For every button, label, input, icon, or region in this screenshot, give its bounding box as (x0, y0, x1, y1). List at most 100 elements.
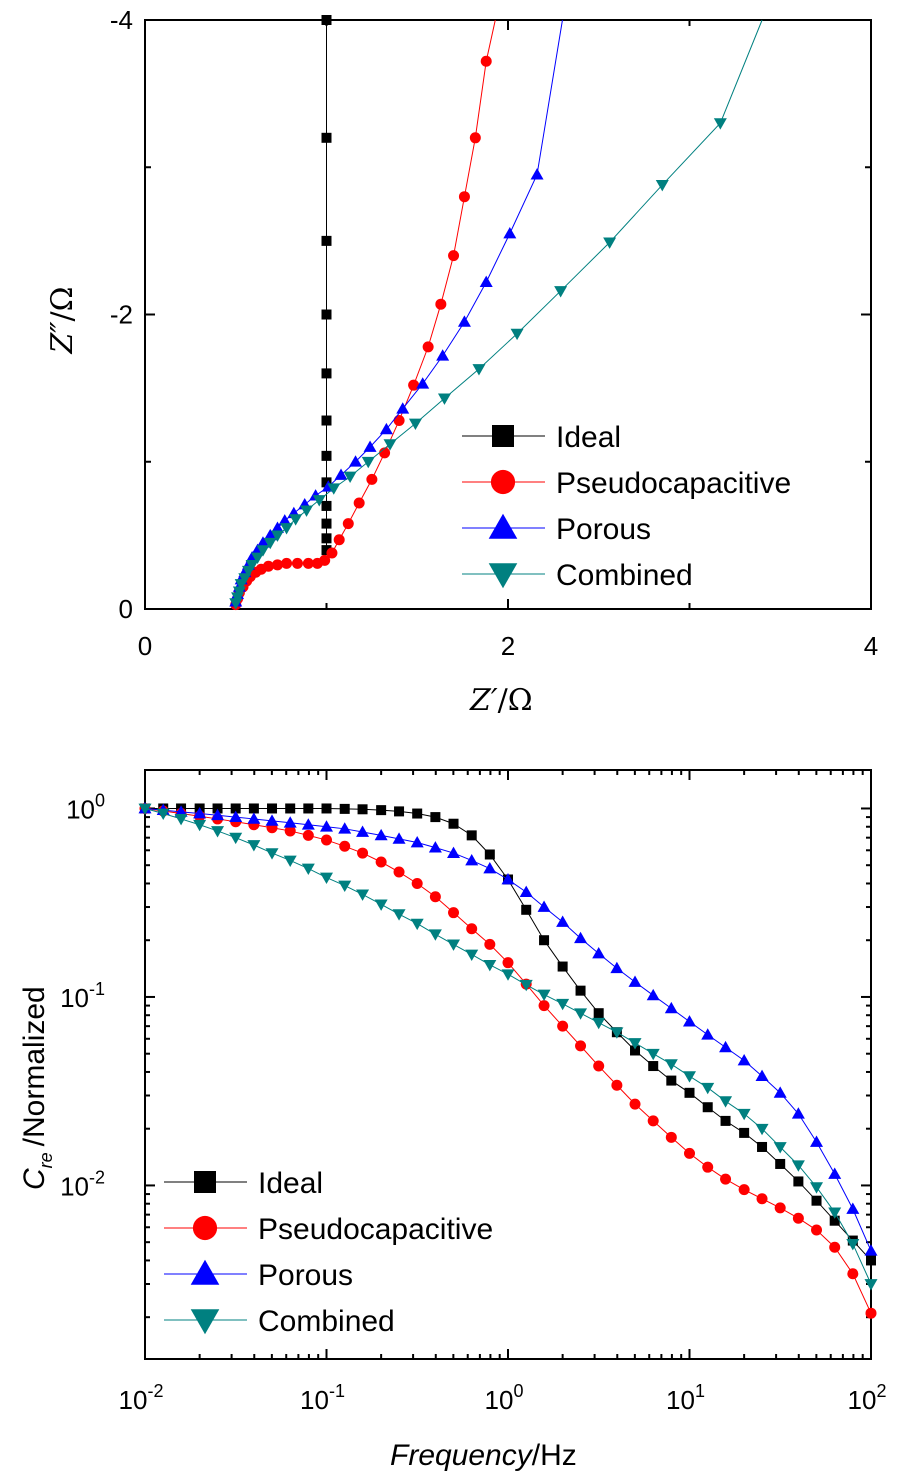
capacitance-data-point (502, 957, 514, 969)
capacitance-data-point (557, 1020, 569, 1032)
nyquist-data-point (469, 132, 481, 144)
capacitance-data-point (628, 1038, 642, 1050)
capacitance-data-point (610, 961, 624, 974)
nyquist-data-point (262, 560, 274, 572)
capacitance-data-point (320, 820, 333, 832)
nyquist-legend-marker (492, 425, 514, 447)
capacitance-data-point (428, 841, 442, 853)
nyquist-series-pseudocapacitive (230, 19, 496, 611)
nyquist-data-point (353, 497, 365, 509)
capacitance-data-point (829, 1215, 840, 1226)
nyquist-legend-label: Ideal (556, 421, 621, 454)
capacitance-data-point (320, 872, 333, 885)
capacitance-data-point (484, 849, 495, 860)
nyquist-data-point (245, 559, 259, 572)
capacitance-data-point (339, 803, 350, 814)
nyquist-data-point (363, 440, 377, 452)
capacitance-data-point (756, 1193, 768, 1205)
nyquist-data-point (379, 422, 393, 435)
capacitance-legend-marker (190, 1259, 220, 1285)
nyquist-data-point (416, 377, 430, 389)
capacitance-data-point (484, 938, 496, 950)
capacitance-data-point (557, 961, 568, 972)
nyquist-data-point (321, 477, 332, 488)
nyquist-y-axis-label-unit: /Ω (45, 286, 80, 321)
capacitance-data-point (193, 807, 207, 819)
capacitance-data-point (374, 828, 388, 841)
capacitance-data-point (665, 1131, 677, 1143)
capacitance-x-tick-label: 10-1 (300, 1381, 345, 1415)
nyquist-x-tick-label: 2 (501, 631, 515, 661)
nyquist-data-point (321, 533, 332, 544)
capacitance-y-axis-label: Cre/Normalized (18, 986, 56, 1190)
capacitance-data-point (174, 805, 188, 817)
capacitance-data-point (574, 931, 588, 944)
nyquist-data-point (321, 500, 332, 511)
capacitance-data-point (410, 918, 424, 931)
capacitance-data-point (229, 832, 243, 845)
capacitance-data-point (811, 1224, 823, 1236)
capacitance-data-point (466, 830, 477, 841)
nyquist-data-point (437, 393, 451, 405)
nyquist-data-point (435, 298, 447, 310)
capacitance-data-point (338, 880, 352, 893)
capacitance-data-point (810, 1182, 824, 1194)
nyquist-data-point (319, 554, 331, 566)
capacitance-data-point (301, 818, 315, 830)
capacitance-data-point (773, 1142, 787, 1154)
nyquist-legend-marker (488, 513, 518, 539)
nyquist-data-point (408, 418, 422, 430)
capacitance-data-point (230, 803, 241, 814)
capacitance-data-point (810, 1135, 824, 1147)
capacitance-data-point (846, 1202, 860, 1214)
nyquist-data-point (278, 514, 292, 526)
nyquist-data-point (422, 341, 434, 353)
capacitance-data-point (646, 988, 660, 1001)
capacitance-data-point (793, 1176, 804, 1187)
capacitance-data-point (392, 909, 406, 921)
capacitance-data-point (283, 816, 297, 828)
capacitance-data-point (357, 847, 369, 859)
nyquist-data-point (458, 191, 470, 203)
capacitance-data-point (537, 989, 551, 1002)
capacitance-series-combined (138, 803, 878, 1291)
capacitance-data-point (847, 1268, 859, 1280)
capacitance-series-porous (138, 801, 878, 1256)
nyquist-legend-label: Porous (556, 513, 651, 546)
nyquist-y-axis-label: Z″/Ω (45, 286, 80, 354)
nyquist-data-point (408, 379, 420, 391)
capacitance-data-point (248, 803, 259, 814)
capacitance-data-point (483, 862, 497, 874)
capacitance-data-point (683, 1071, 696, 1083)
capacitance-data-point (738, 1184, 750, 1196)
capacitance-data-point (247, 812, 261, 824)
capacitance-x-tick-label: 100 (485, 1381, 524, 1415)
capacitance-data-point (321, 803, 332, 814)
nyquist-data-point (349, 455, 363, 467)
nyquist-x-tick-label: 0 (138, 631, 152, 661)
capacitance-data-point (610, 1027, 624, 1039)
capacitance-data-point (757, 1141, 768, 1152)
capacitance-data-point (539, 935, 550, 946)
nyquist-data-point (289, 514, 303, 526)
capacitance-data-point (593, 1008, 604, 1019)
capacitance-data-point (664, 1059, 678, 1071)
nyquist-x-tick-label: 4 (864, 631, 878, 661)
capacitance-data-point (664, 1001, 678, 1014)
capacitance-data-point (501, 872, 515, 885)
capacitance-data-point (338, 822, 352, 834)
capacitance-legend-label: Pseudocapacitive (258, 1213, 493, 1246)
capacitance-data-point (791, 1160, 805, 1172)
nyquist-data-point (436, 349, 450, 361)
capacitance-data-point (303, 803, 314, 814)
capacitance-data-point (302, 829, 314, 841)
nyquist-x-axis-label-unit: /Ω (498, 683, 533, 718)
nyquist-y-tick-label: -4 (110, 5, 133, 35)
nyquist-data-point (321, 518, 332, 529)
nyquist-plot: 0 2 4 0 -2 -4 Ideal Pseudocapacitive Porous Comb… (45, 5, 878, 718)
nyquist-data-point (327, 483, 341, 495)
capacitance-data-point (720, 1115, 731, 1126)
nyquist-data-point (713, 118, 727, 130)
capacitance-data-point (356, 825, 370, 837)
nyquist-data-point (326, 547, 338, 559)
